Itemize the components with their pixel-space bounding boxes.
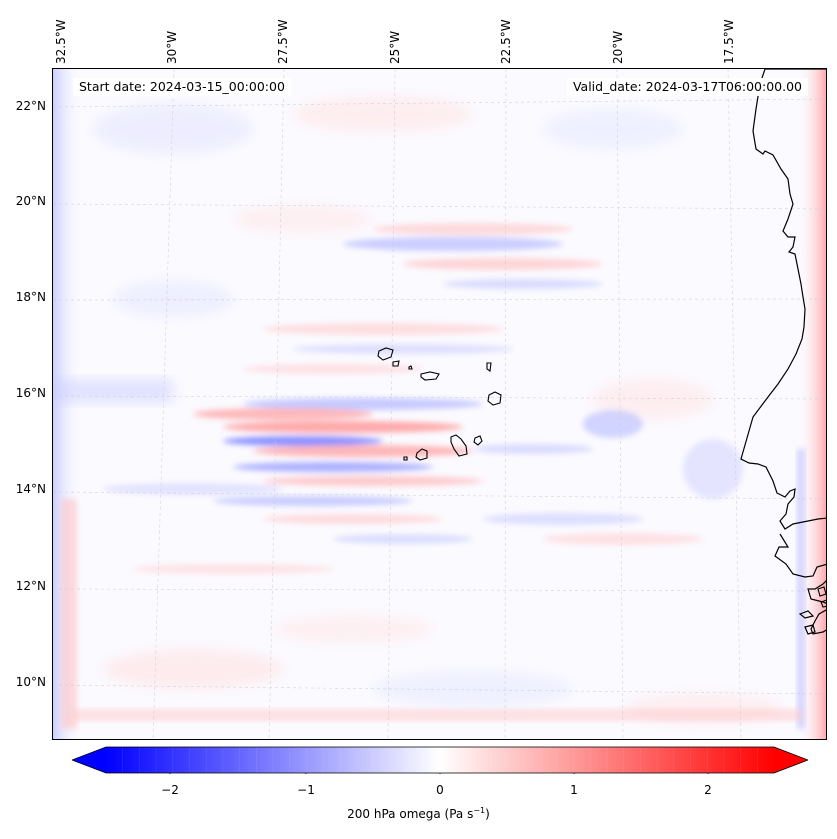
colorbar-tick-1: 1	[570, 783, 578, 797]
lat-label-12n: 12°N	[15, 579, 46, 593]
lon-label-27-5w: 27.5°W	[276, 19, 290, 64]
valid-date-label: Valid_date: 2024-03-17T06:00:00.00	[566, 78, 808, 96]
colorbar-label-main: 200 hPa omega (Pa s	[347, 807, 474, 821]
lon-label-20w: 20°W	[611, 30, 625, 64]
lon-label-30w: 30°W	[165, 30, 179, 64]
lat-label-10n: 10°N	[15, 675, 46, 689]
cape-verde-islands	[377, 347, 502, 461]
colorbar-tick-0: 0	[436, 783, 444, 797]
colorbar-label-close: )	[485, 807, 490, 821]
lat-label-16n: 16°N	[15, 386, 46, 400]
colorbar-extend-max	[774, 747, 808, 773]
graticule	[53, 69, 826, 739]
colorbar-body	[106, 747, 774, 773]
start-date-label: Start date: 2024-03-15_00:00:00	[73, 78, 291, 96]
lon-label-32-5w: 32.5°W	[54, 19, 68, 64]
colorbar	[72, 746, 808, 774]
lon-label-25w: 25°W	[388, 30, 402, 64]
colorbar-extend-min	[72, 747, 106, 773]
lon-label-17-5w: 17.5°W	[722, 19, 736, 64]
lat-label-22n: 22°N	[15, 99, 46, 113]
wave-bands	[103, 223, 743, 574]
colorbar-tick-2: 2	[704, 783, 712, 797]
lon-label-22-5w: 22.5°W	[499, 19, 513, 64]
map-panel[interactable]: Start date: 2024-03-15_00:00:00 Valid_da…	[52, 68, 827, 740]
colorbar-tick-neg1: −1	[297, 783, 315, 797]
colorbar-label: 200 hPa omega (Pa s−1)	[0, 806, 837, 821]
coastline-west-africa	[740, 69, 826, 635]
colorbar-tick-marks	[169, 773, 709, 774]
colorbar-tick-neg2: −2	[161, 783, 179, 797]
colorbar-segments	[122, 747, 758, 773]
lat-label-14n: 14°N	[15, 482, 46, 496]
colorbar-label-exponent: −1	[473, 806, 486, 815]
lat-label-18n: 18°N	[15, 290, 46, 304]
colorbar-outline	[72, 746, 808, 774]
bijagos-islands	[817, 586, 826, 608]
lat-label-20n: 20°N	[15, 194, 46, 208]
omega-field-map	[53, 69, 826, 739]
